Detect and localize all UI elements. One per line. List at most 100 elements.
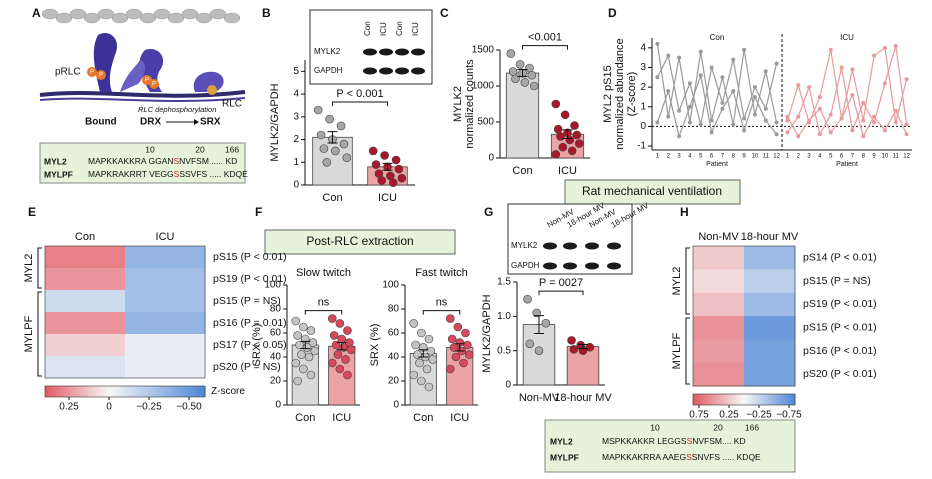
panel-letter: H [680,205,689,219]
y-tick-label: 0.5 [497,345,511,356]
heatmap-cell [693,292,745,317]
colorbar-step [157,386,161,397]
error-bar [534,315,544,334]
colorbar-tick-label: 0.25 [719,410,739,421]
sequence-part: SSVFS ..... KDQE [179,169,248,179]
data-point [424,334,434,344]
series-point [677,134,682,139]
y-tick-label: 60 [270,328,282,339]
colorbar-step [77,386,81,397]
series-point [752,112,757,117]
series-point [796,114,801,119]
data-point [426,346,436,356]
heatmap-cell [693,316,745,340]
heatmap-cell [45,268,126,291]
data-point [299,322,308,332]
significance-bracket [522,45,568,50]
colorbar-step [715,394,718,405]
colorbar-step [723,394,727,405]
diagram-label: pRLC [55,67,81,78]
data-point [463,340,472,350]
colorbar-step [131,386,136,397]
data-point [560,110,570,120]
colorbar-step [707,394,710,405]
colorbar-step [109,386,113,397]
series-point [839,116,844,121]
series-line [656,53,778,125]
error-bar [578,343,588,350]
y-axis-label: MYLK2/GAPDH [481,294,493,372]
colorbar-step [102,386,107,397]
row-label: pS16 (P < 0.01) [803,345,877,357]
sequence-part: SNVFS ..... KDQE [692,452,761,462]
series-point [850,92,855,97]
sequence-number: 166 [745,422,759,432]
heatmap-cell [744,339,796,364]
data-point [553,124,563,134]
colorbar-frame [44,385,206,398]
data-point [447,334,457,344]
colorbar-step [729,394,733,405]
data-point [556,132,565,141]
colorbar-step [727,394,731,405]
sequence-number: 166 [225,144,239,154]
x-tick-label: ICU [558,165,577,177]
panel-letter: A [32,6,41,20]
y-tick-label: 1000 [472,81,495,92]
colorbar-step [141,386,145,397]
column-label: 18-hour MV [741,231,799,243]
colorbar-step [179,386,184,397]
series-line [656,73,778,139]
colorbar-tick-label: 0.75 [689,410,709,421]
group-bracket [685,317,690,385]
significance-bracket [332,101,388,106]
data-point [422,364,432,374]
sequence-part: NVFSM ..... KD [179,156,237,166]
panel-letter: D [608,6,617,20]
data-point [343,370,352,380]
error-bar [327,131,338,144]
diagram-label: DRX [140,117,161,128]
heatmap-cell [125,334,206,357]
series-point [720,100,725,105]
sequence-name: MYLPF [44,169,73,179]
series-point [731,89,736,94]
data-point [428,355,438,364]
blot-band [585,262,599,270]
series-point [742,128,747,133]
colorbar-step [137,386,142,397]
data-point [302,343,312,352]
colorbar-step [54,386,59,397]
header-box [564,179,741,205]
sequence-name: MYL2 [550,436,573,446]
sequence-part: MAPKKAKKRA GGAN [88,156,174,166]
data-point [339,139,349,149]
sequence-part: S [174,156,180,166]
row-label: pS19 (P < 0.01) [213,273,287,285]
series-point [861,118,866,123]
sequence: MAPKRAKRRT VEGGSSSVFS ..... KDQE [88,169,248,179]
error-bar [454,343,465,352]
colorbar-step [756,394,759,405]
heatmap-frame [44,245,206,379]
colorbar-step [48,386,52,397]
y-tick-label: -1 [637,141,646,152]
y-tick-label: 80 [270,304,282,315]
data-point [417,376,426,386]
x-tick-label: 5 [829,154,833,160]
colorbar-step [717,394,721,405]
heatmap-cell [125,268,206,291]
column-label: Non-MV [698,231,739,243]
significance-label: P = 0027 [539,277,583,289]
series-point [882,128,887,133]
colorbar-step [758,394,761,405]
heatmap-cell [693,269,745,294]
colorbar-step [788,394,792,405]
heatmap-cell [45,356,126,379]
x-tick-label: 12 [773,154,780,160]
x-tick-label: 10 [752,154,759,160]
y-tick-label: 4 [293,89,299,100]
row-label: pS14 (P < 0.01) [803,251,877,263]
colorbar-step [169,386,174,397]
row-label: pS15 (P = NS) [803,275,871,287]
